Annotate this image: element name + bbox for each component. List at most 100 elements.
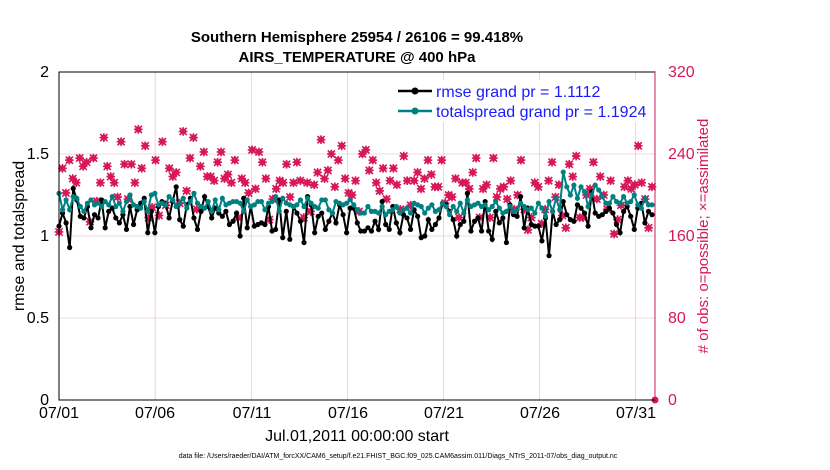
obs-possible-marker	[73, 179, 80, 186]
rmse-point	[486, 228, 492, 234]
totalspread-point	[589, 192, 595, 198]
obs-possible-marker	[138, 165, 145, 172]
obs-possible-marker	[100, 134, 107, 141]
rmse-point	[535, 223, 541, 229]
totalspread-point	[549, 208, 556, 214]
rmse-point	[262, 221, 268, 228]
rmse-point	[297, 218, 304, 224]
obs-possible-marker	[590, 159, 597, 166]
rmse-point	[610, 210, 616, 216]
obs-possible-marker	[280, 179, 287, 186]
totalspread-point	[251, 202, 257, 208]
y-left-tick: 0	[40, 392, 49, 409]
obs-possible-marker	[197, 163, 204, 170]
obs-possible-marker	[490, 155, 497, 162]
rmse-point	[478, 228, 485, 234]
obs-possible-marker	[262, 175, 269, 182]
obs-possible-marker	[228, 179, 235, 186]
totalspread-point	[273, 194, 279, 200]
totalspread-point	[123, 198, 130, 205]
obs-possible-marker	[159, 138, 166, 145]
totalspread-point	[162, 202, 169, 208]
totalspread-point	[546, 198, 552, 205]
totalspread-point	[649, 202, 655, 208]
rmse-point	[631, 226, 637, 233]
totalspread-point	[404, 205, 410, 211]
totalspread-point	[475, 200, 481, 206]
rmse-point	[283, 208, 289, 214]
totalspread-point	[560, 169, 566, 175]
rmse-point	[145, 230, 151, 236]
rmse-point	[344, 230, 350, 236]
rmse-point	[383, 221, 389, 228]
rmse-point	[592, 210, 598, 216]
totalspread-point	[301, 203, 307, 210]
obs-possible-marker	[76, 155, 83, 162]
obs-possible-marker	[607, 177, 614, 184]
y-right-axis-label: # of obs: o=possible; ×=assimilated	[695, 119, 712, 354]
totalspread-point	[507, 203, 513, 210]
rmse-point	[457, 221, 463, 228]
rmse-point	[166, 215, 172, 221]
totalspread-point	[120, 208, 126, 214]
rmse-point	[209, 215, 215, 221]
obs-possible-marker	[548, 159, 556, 166]
legend-label-rmse: rmse grand pr = 1.1112	[436, 84, 600, 101]
obs-possible-marker	[186, 155, 194, 162]
rmse-point	[280, 235, 286, 241]
totalspread-point	[610, 194, 616, 200]
obs-possible-marker	[631, 181, 638, 188]
obs-possible-marker	[376, 187, 383, 194]
totalspread-point	[383, 212, 389, 218]
obs-possible-marker	[231, 157, 238, 164]
rmse-point	[518, 194, 524, 200]
rmse-point	[422, 233, 428, 239]
totalspread-point	[628, 198, 634, 205]
rmse-point	[63, 220, 69, 226]
totalspread-point	[397, 210, 403, 216]
totalspread-point	[81, 208, 87, 214]
obs-possible-marker	[297, 177, 304, 184]
totalspread-point	[425, 205, 431, 211]
rmse-point	[123, 226, 130, 233]
rmse-point	[425, 217, 431, 223]
totalspread-point	[493, 198, 499, 205]
rmse-point	[201, 194, 208, 200]
y-right-tick: 240	[668, 146, 695, 163]
y-left-axis-label: rmse and totalspread	[11, 161, 28, 311]
obs-possible-marker	[645, 224, 652, 231]
rmse-point	[514, 213, 520, 219]
y-right-tick: 0	[668, 392, 677, 409]
totalspread-point	[429, 202, 435, 208]
totalspread-point	[635, 202, 641, 208]
obs-possible-marker	[421, 175, 428, 182]
totalspread-point	[170, 197, 176, 203]
obs-possible-marker	[255, 148, 263, 156]
rmse-point	[436, 215, 442, 221]
obs-possible-marker	[338, 142, 345, 149]
totalspread-point	[95, 200, 101, 206]
obs-possible-marker	[624, 177, 631, 184]
totalspread-point	[276, 208, 282, 214]
obs-possible-marker	[217, 148, 225, 156]
rmse-point	[294, 210, 300, 216]
obs-possible-marker	[207, 173, 214, 180]
obs-possible-marker	[452, 175, 459, 182]
rmse-point	[415, 213, 421, 219]
obs-possible-marker	[183, 187, 190, 194]
totalspread-point	[322, 197, 328, 203]
totalspread-point	[166, 194, 172, 200]
obs-possible-marker	[342, 175, 349, 182]
rmse-point	[553, 221, 559, 228]
totalspread-point	[241, 208, 247, 214]
rmse-point	[113, 215, 119, 221]
obs-possible-marker	[62, 189, 69, 197]
totalspread-point	[67, 207, 73, 213]
obs-possible-marker	[321, 175, 328, 182]
obs-possible-marker	[211, 177, 218, 184]
totalspread-point	[59, 207, 66, 213]
totalspread-point	[553, 195, 559, 201]
obs-possible-marker	[435, 183, 442, 190]
obs-possible-marker	[259, 159, 266, 166]
rmse-point	[223, 208, 229, 214]
